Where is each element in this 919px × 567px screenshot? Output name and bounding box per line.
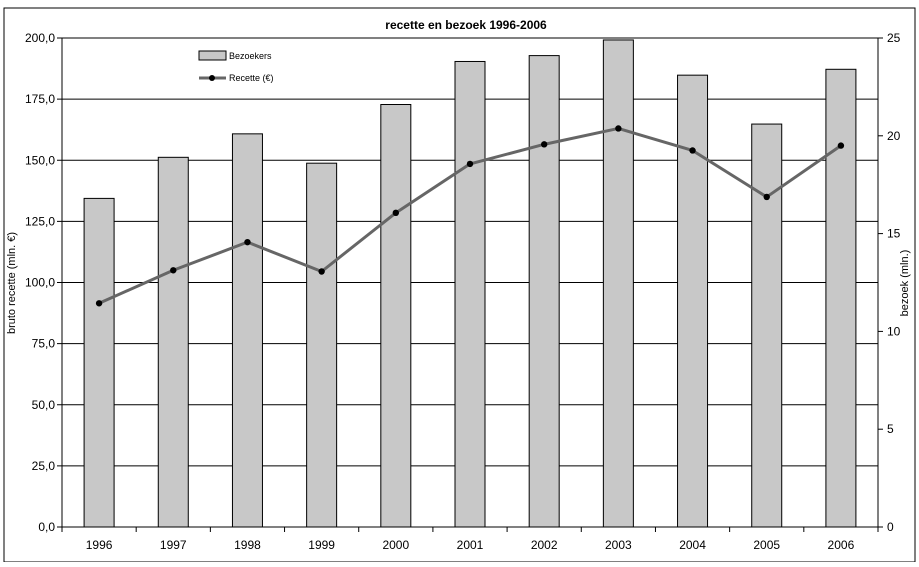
legend-bar-swatch [198, 50, 227, 61]
line-point [837, 142, 845, 149]
bar-series [83, 39, 857, 528]
bar [677, 74, 709, 528]
line-point [244, 238, 251, 246]
y-right-tick-label: 20 [887, 129, 901, 143]
legend-bar-label: Bezoekers [229, 51, 272, 61]
y-left-tick-label: 0,0 [38, 520, 55, 534]
y-right-tick-label: 10 [887, 324, 901, 338]
x-tick-label: 2004 [679, 538, 706, 552]
bar [602, 39, 634, 528]
y-left-tick-label: 175,0 [25, 92, 55, 106]
x-tick-label: 1997 [160, 538, 187, 552]
x-tick-label: 2000 [382, 538, 409, 552]
bar [306, 162, 338, 528]
y-left-tick-label: 150,0 [25, 153, 55, 167]
y-right-tick-label: 0 [887, 520, 894, 534]
y-axis-left-title: bruto recette (mln. €) [6, 232, 18, 334]
y-right-tick-label: 25 [887, 31, 901, 45]
bar [454, 60, 486, 528]
line-point [392, 209, 400, 217]
line-point [95, 300, 103, 307]
legend: Bezoekers Recette (€) [198, 50, 274, 83]
bar [157, 156, 189, 528]
x-tick-label: 1996 [86, 538, 113, 552]
y-axis-left-ticks: 0,0 25,0 50,0 75,0 100,0 125,0 150,0 175,0 200,0 [25, 31, 62, 534]
bar [825, 68, 857, 528]
chart-title: recette en bezoek 1996-2006 [385, 18, 547, 32]
x-tick-label: 2006 [828, 538, 855, 552]
bar [231, 133, 263, 528]
line-point [689, 147, 696, 154]
x-tick-label: 2001 [457, 538, 484, 552]
y-left-tick-label: 25,0 [32, 459, 56, 473]
x-tick-label: 2002 [531, 538, 558, 552]
y-axis-right-ticks: 0 5 10 15 20 25 [878, 31, 901, 534]
y-axis-right-title: bezoek (mln.) [899, 250, 911, 317]
bar [751, 123, 783, 528]
y-left-tick-label: 125,0 [25, 214, 55, 228]
x-tick-label: 2003 [605, 538, 632, 552]
x-axis-ticks: 1996 1997 1998 1999 2000 2001 2002 2003 2004 2005… [61, 527, 879, 552]
x-tick-label: 1999 [308, 538, 335, 552]
line-point [615, 125, 622, 132]
legend-line-marker [209, 75, 215, 81]
y-left-tick-label: 100,0 [25, 276, 55, 290]
bar [528, 55, 560, 528]
y-left-tick-label: 200,0 [25, 31, 55, 45]
y-left-tick-label: 50,0 [32, 398, 56, 412]
line-series [95, 125, 845, 307]
line-point [466, 160, 474, 168]
legend-line-label: Recette (€) [229, 73, 274, 83]
line-point [318, 268, 325, 275]
x-tick-label: 2005 [753, 538, 780, 552]
line-point [170, 267, 177, 274]
line-point [763, 193, 770, 201]
y-right-tick-label: 15 [887, 227, 901, 241]
y-left-tick-label: 75,0 [32, 337, 56, 351]
y-right-tick-label: 5 [887, 422, 894, 436]
bar [380, 104, 412, 528]
line-point [540, 141, 548, 148]
x-tick-label: 1998 [234, 538, 261, 552]
bar [83, 197, 115, 528]
